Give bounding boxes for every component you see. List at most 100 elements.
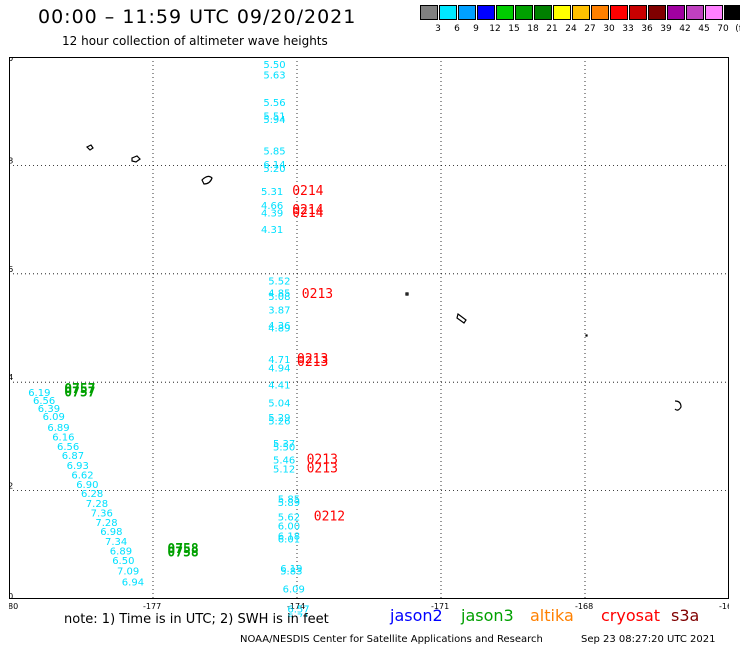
legend-swatch — [724, 5, 740, 20]
wave-height-value: 4.89 — [268, 323, 290, 334]
legend-swatch — [458, 5, 476, 20]
wave-height-value: 6.62 — [71, 471, 93, 482]
legend-label: (ft) — [735, 24, 740, 34]
pass-time-label: 0213 — [302, 287, 333, 302]
pass-time-label: 0212 — [314, 509, 345, 524]
wave-height-value: 6.89 — [110, 547, 132, 558]
wave-height-value: 5.50 — [263, 60, 285, 71]
pass-time-label: 0213 — [307, 453, 338, 468]
pass-time-label: 0757 — [64, 385, 95, 400]
wave-height-value: 6.18 — [278, 531, 300, 542]
legend-swatch — [553, 5, 571, 20]
lat-tick-label: 22 — [9, 482, 13, 491]
wave-height-value: 6.16 — [52, 433, 74, 444]
satellite-name: altika — [530, 606, 574, 625]
island-outline — [456, 312, 467, 324]
island-outline — [201, 175, 213, 185]
wave-height-value: 6.50 — [112, 556, 134, 567]
lon-tick-label: -177 — [143, 602, 161, 611]
wave-height-value: 6.71 — [287, 613, 309, 617]
generated-timestamp: Sep 23 08:27:20 UTC 2021 — [581, 634, 716, 645]
wave-height-value: 5.89 — [278, 498, 300, 509]
lon-tick-label: -16 — [719, 602, 729, 611]
wave-height-value: 4.66 — [261, 201, 283, 212]
footer-credit: NOAA/NESDIS Center for Satellite Applica… — [240, 634, 543, 645]
wave-height-value: 6.39 — [38, 404, 60, 415]
pass-time-label: 0213 — [297, 352, 328, 367]
legend-label: 3 — [435, 24, 441, 34]
wave-height-value: 4.71 — [268, 355, 290, 366]
legend-swatch — [667, 5, 685, 20]
wave-height-value: 5.85 — [278, 495, 300, 506]
legend-swatch — [705, 5, 723, 20]
legend-label: 36 — [641, 24, 653, 34]
wave-height-value: 6.01 — [278, 535, 300, 546]
satellite-name: cryosat — [601, 606, 661, 625]
wave-height-value: 6.19 — [28, 388, 50, 399]
legend-label: 15 — [508, 24, 520, 34]
satellite-name: s3a — [671, 606, 700, 625]
island-outline — [674, 400, 682, 411]
wave-height-value: 5.20 — [263, 164, 285, 175]
wave-height-value: 4.36 — [268, 321, 290, 332]
satellite-name: jason3 — [461, 606, 514, 625]
wave-height-value: 7.34 — [105, 537, 127, 548]
wave-height-value: 6.14 — [263, 160, 285, 171]
wave-height-value: 5.56 — [263, 98, 285, 109]
lat-tick-label: 24 — [9, 373, 13, 382]
wave-height-value: 4.85 — [268, 289, 290, 300]
wave-height-value: 5.12 — [273, 465, 295, 476]
legend-swatch — [534, 5, 552, 20]
wave-height-value: 6.94 — [122, 577, 144, 588]
wave-height-value: 7.36 — [91, 509, 113, 520]
wave-height-value: 6.09 — [283, 584, 305, 595]
legend-swatch — [629, 5, 647, 20]
wave-height-value: 5.85 — [263, 147, 285, 158]
wave-height-value: 5.31 — [261, 187, 283, 198]
pass-time-label: 0214 — [292, 203, 323, 218]
lat-tick-label: 26 — [9, 265, 13, 274]
wave-height-value: 5.37 — [273, 439, 295, 450]
wave-height-value: 4.94 — [268, 363, 290, 374]
wave-height-value: 3.87 — [268, 305, 290, 316]
legend-swatch — [686, 5, 704, 20]
wave-height-value: 7.28 — [86, 499, 108, 510]
pass-time-label: 0214 — [292, 206, 323, 221]
legend-swatch — [648, 5, 666, 20]
wave-height-value: 5.50 — [273, 442, 295, 453]
legend-label: 42 — [679, 24, 691, 34]
page-subtitle: 12 hour collection of altimeter wave hei… — [62, 34, 328, 48]
legend-swatch — [591, 5, 609, 20]
wave-height-value: 6.57 — [287, 605, 309, 616]
island-outline — [85, 144, 94, 151]
wave-height-value: 6.87 — [62, 451, 84, 462]
wave-height-value: 5.04 — [268, 399, 290, 410]
island-outline — [405, 292, 409, 296]
wave-height-value: 5.63 — [263, 71, 285, 82]
legend-swatch — [572, 5, 590, 20]
wave-height-value: 5.51 — [263, 111, 285, 122]
legend-swatch — [515, 5, 533, 20]
wave-height-value: 6.00 — [278, 522, 300, 533]
island-outline — [131, 155, 141, 163]
legend-label: 39 — [660, 24, 672, 34]
wave-height-value: 5.94 — [263, 115, 285, 126]
wave-height-value: 6.98 — [100, 527, 122, 538]
legend-swatch — [439, 5, 457, 20]
legend-label: 12 — [489, 24, 501, 34]
pass-time-label: 0758 — [167, 542, 198, 557]
map-frame — [9, 57, 729, 599]
legend-label: 70 — [717, 24, 729, 34]
wave-height-value: 6.90 — [76, 480, 98, 491]
legend-label: 21 — [546, 24, 558, 34]
wave-height-value: 6.09 — [43, 412, 65, 423]
lon-tick-label: -180 — [9, 602, 18, 611]
legend-swatch — [420, 5, 438, 20]
legend-swatch — [496, 5, 514, 20]
wave-height-value: 6.28 — [81, 489, 103, 500]
wave-height-value: 7.28 — [95, 518, 117, 529]
lat-tick-label: 20 — [9, 592, 13, 601]
pass-time-label: 0758 — [167, 546, 198, 561]
legend-label: 6 — [454, 24, 460, 34]
wave-height-value: 5.62 — [278, 512, 300, 523]
